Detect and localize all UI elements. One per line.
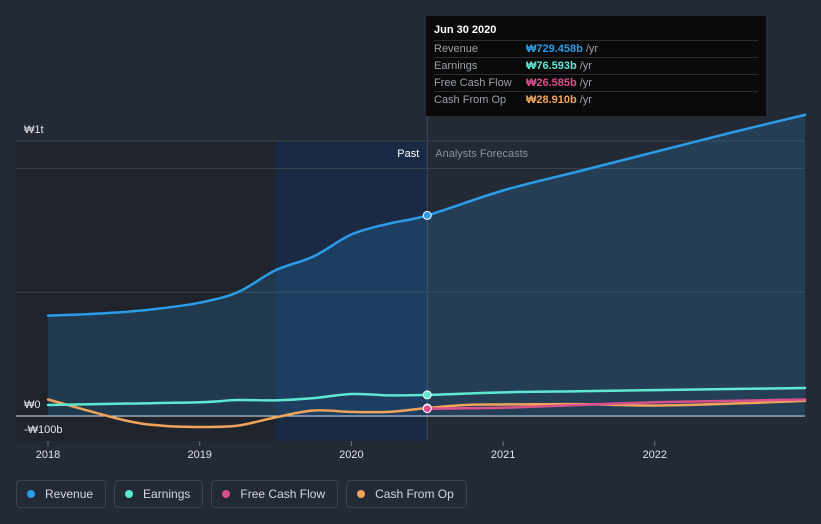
free-cash-flow-marker [422,404,432,414]
free-cash-flow-line [426,398,807,410]
revenue-marker [422,210,432,220]
tooltip-label: Free Cash Flow [434,77,512,89]
past-region [16,141,276,441]
chart-legend: Revenue Earnings Free Cash Flow Cash Fro… [16,480,467,508]
x-tick-label: 2021 [491,449,515,461]
y-tick-label: ₩1t [24,124,44,136]
tooltip-value: ₩26.585b [526,77,577,89]
revenue-area [48,114,805,416]
tooltip-unit: /yr [585,43,599,55]
tooltip-value: ₩28.910b [526,94,577,106]
earnings-marker [422,390,432,400]
y-tick-label: ₩0 [24,399,41,411]
tooltip-row-free-cash-flow: Free Cash Flow ₩26.585b /yr [434,74,758,91]
legend-label: Revenue [45,487,94,501]
tooltip-date: Jun 30 2020 [434,24,497,36]
tooltip-value: ₩76.593b [526,60,577,72]
free-cash-flow-dot-icon [222,490,231,498]
x-tick-label: 2022 [643,449,667,461]
cash-from-op-dot-icon [357,490,366,498]
highlight-region [275,141,428,441]
tooltip-unit: /yr [579,60,592,72]
tooltip-row-revenue: Revenue ₩729.458b /yr [434,40,758,57]
legend-label: Cash From Op [375,487,454,501]
x-tick-label: 2020 [339,449,363,461]
earnings-dot-icon [125,490,134,498]
legend-label: Earnings [143,487,191,501]
revenue-line [46,113,807,317]
tooltip-row-cash-from-op: Cash From Op ₩28.910b /yr [434,91,758,108]
legend-label: Free Cash Flow [240,487,326,501]
tooltip-value: ₩729.458b [526,43,583,55]
earnings-line [46,386,807,407]
x-tick-label: 2019 [187,449,211,461]
tooltip-label: Earnings [434,60,478,72]
hover-tooltip: Jun 30 2020 Revenue ₩729.458b /yr Earnin… [426,16,766,116]
legend-item-cash-from-op[interactable]: Cash From Op [346,480,467,508]
legend-item-earnings[interactable]: Earnings [114,480,204,508]
x-tick-label: 2018 [36,449,60,461]
revenue-dot-icon [27,490,35,498]
tooltip-label: Revenue [434,43,479,55]
legend-item-free-cash-flow[interactable]: Free Cash Flow [211,480,339,508]
forecast-label: Analysts Forecasts [435,148,528,160]
tooltip-row-earnings: Earnings ₩76.593b /yr [434,57,758,74]
tooltip-label: Cash From Op [434,94,507,106]
y-tick-label: -₩100b [24,424,63,436]
past-label: Past [397,148,419,160]
tooltip-unit: /yr [579,77,592,89]
legend-item-revenue[interactable]: Revenue [16,480,107,508]
cash-from-op-line [46,398,807,429]
tooltip-unit: /yr [579,94,592,106]
